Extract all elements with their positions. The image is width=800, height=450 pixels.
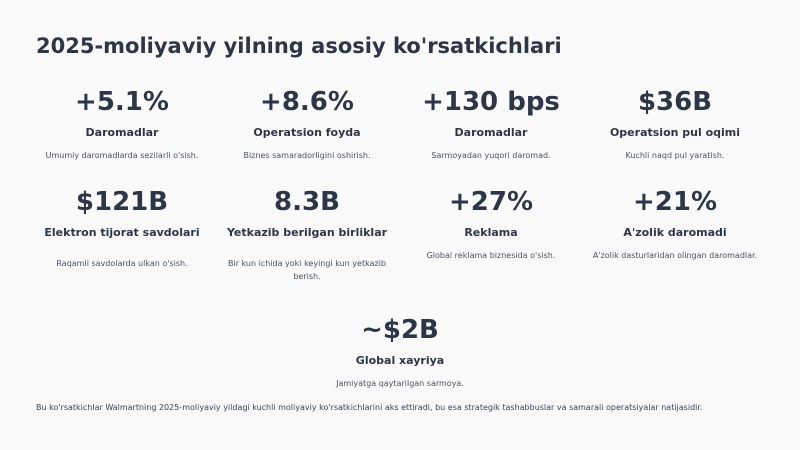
metric-label: Reklama (464, 226, 518, 239)
metric-label: Daromadlar (85, 126, 159, 139)
metric-value: 8.3B (274, 187, 340, 217)
metric-description: Kuchli naqd pul yaratish. (625, 151, 725, 160)
metric-description: Umumiy daromadlarda sezilarli o'sish. (45, 151, 199, 160)
metric-card-operating-cash-flow: $36B Operatsion pul oqimi Kuchli naqd pu… (585, 86, 765, 162)
metric-value: +8.6% (260, 87, 354, 117)
metric-card-revenue: +5.1% Daromadlar Umumiy daromadlarda sez… (32, 86, 212, 162)
footnote: Bu ko'rsatkichlar Walmartning 2025-moliy… (36, 403, 703, 412)
metric-value: +21% (632, 187, 718, 217)
metric-value: ~$2B (361, 315, 439, 345)
metric-card-global-giving: ~$2B Global xayriya Jamiyatga qaytarilga… (310, 314, 490, 390)
page-title: 2025-moliyaviy yilning asosiy ko'rsatkic… (36, 34, 562, 58)
metric-description: Bir kun ichida yoki keyingi kun yetkazib… (228, 259, 386, 281)
metric-description: Global reklama biznesida o'sish. (426, 251, 556, 260)
metric-label: Global xayriya (355, 354, 445, 367)
metric-label: Operatsion pul oqimi (609, 126, 741, 139)
metric-value: $121B (75, 187, 169, 217)
metric-card-units-delivered: 8.3B Yetkazib berilgan birliklar Bir kun… (217, 186, 397, 283)
metric-card-operating-income: +8.6% Operatsion foyda Biznes samaradorl… (217, 86, 397, 162)
metric-card-ecommerce-sales: $121B Elektron tijorat savdolari Raqamli… (32, 186, 212, 270)
metric-label: Daromadlar (454, 126, 528, 139)
metric-description: A'zolik dasturlaridan olingan daromadlar… (592, 251, 758, 260)
metric-card-membership-income: +21% A'zolik daromadi A'zolik dasturlari… (585, 186, 765, 262)
metric-value: $36B (637, 87, 713, 117)
metric-value: +27% (448, 187, 534, 217)
metric-description: Biznes samaradorligini oshirish. (243, 151, 371, 160)
metric-label: A'zolik daromadi (623, 226, 727, 239)
metric-label: Operatsion foyda (253, 126, 361, 139)
metric-description: Raqamli savdolarda ulkan o'sish. (56, 259, 188, 268)
metric-description: Sarmoyadan yuqori daromad. (431, 151, 551, 160)
metric-label: Yetkazib berilgan birliklar (226, 226, 388, 239)
metric-card-advertising: +27% Reklama Global reklama biznesida o'… (401, 186, 581, 262)
metric-value: +130 bps (422, 87, 560, 117)
metric-label: Elektron tijorat savdolari (44, 226, 200, 239)
metric-description: Jamiyatga qaytarilgan sarmoya. (336, 379, 464, 388)
metric-card-return: +130 bps Daromadlar Sarmoyadan yuqori da… (401, 86, 581, 162)
metric-value: +5.1% (75, 87, 169, 117)
